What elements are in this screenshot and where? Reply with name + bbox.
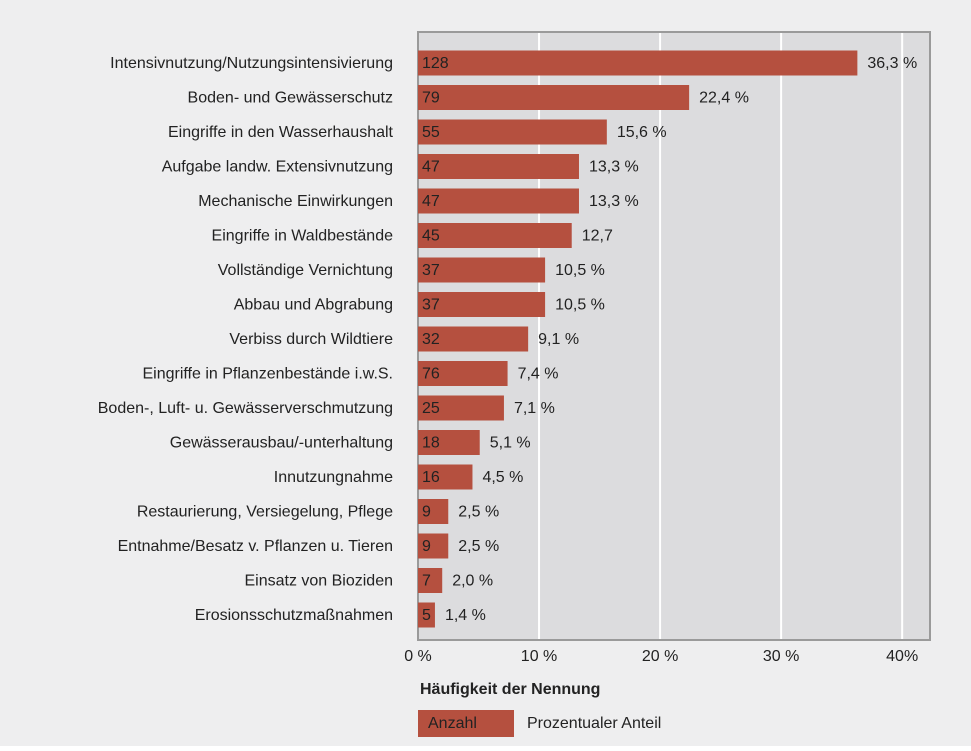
value-label: 10,5 % <box>555 297 605 314</box>
y-tick-label: Innutzungnahme <box>274 469 393 486</box>
bar-count: 47 <box>422 193 440 210</box>
x-tick-label: 20 % <box>642 648 678 665</box>
value-label: 12,7 <box>582 228 613 245</box>
y-tick-label: Eingriffe in Waldbestände <box>212 228 394 245</box>
y-tick-label: Boden-, Luft- u. Gewässerverschmutzung <box>98 400 393 417</box>
x-tick-label: 30 % <box>763 648 799 665</box>
y-tick-label: Aufgabe landw. Extensivnutzung <box>162 159 393 176</box>
y-tick-label: Verbiss durch Wildtiere <box>229 331 393 348</box>
bar-count: 9 <box>422 504 431 521</box>
x-tick-label: 10 % <box>521 648 557 665</box>
bar-count: 7 <box>422 573 431 590</box>
y-tick-label: Restaurierung, Versiegelung, Pflege <box>137 504 393 521</box>
bar <box>418 568 443 593</box>
value-label: 5,1 % <box>490 435 531 452</box>
bar-count: 55 <box>422 124 440 141</box>
bar <box>418 361 508 386</box>
bar <box>418 257 546 283</box>
x-tick-label: 40% <box>886 648 918 665</box>
value-label: 7,1 % <box>514 400 555 417</box>
bar-count: 37 <box>422 262 440 279</box>
x-tick-label: 0 % <box>404 648 432 665</box>
bar-count: 37 <box>422 297 440 314</box>
value-label: 2,0 % <box>452 573 493 590</box>
bar <box>418 499 449 524</box>
bar <box>418 154 579 179</box>
legend-swatch <box>418 710 514 737</box>
value-label: 4,5 % <box>482 469 523 486</box>
y-tick-label: Vollständige Vernichtung <box>218 262 393 279</box>
value-label: 1,4 % <box>445 607 486 624</box>
bar <box>418 326 529 352</box>
bar-count: 5 <box>422 607 431 624</box>
bar-count: 45 <box>422 228 440 245</box>
value-label: 15,6 % <box>617 124 667 141</box>
bar <box>418 533 449 559</box>
bar-count: 128 <box>422 55 449 72</box>
value-label: 22,4 % <box>699 90 749 107</box>
bar-count: 32 <box>422 331 440 348</box>
y-tick-label: Boden- und Gewässerschutz <box>188 90 393 107</box>
bar-count: 25 <box>422 400 440 417</box>
y-tick-label: Entnahme/Besatz v. Pflanzen u. Tieren <box>118 538 393 555</box>
bar <box>418 430 480 455</box>
bar <box>418 223 572 248</box>
bar-count: 79 <box>422 90 440 107</box>
y-tick-label: Erosionsschutzmaßnahmen <box>195 607 393 624</box>
value-label: 36,3 % <box>867 55 917 72</box>
y-tick-label: Gewässerausbau/-unterhaltung <box>170 435 393 452</box>
value-label: 9,1 % <box>538 331 579 348</box>
bar <box>418 85 690 110</box>
bar <box>418 188 579 214</box>
legend-entry: Prozentualer Anteil <box>527 715 661 732</box>
y-tick-label: Eingriffe in Pflanzenbestände i.w.S. <box>142 366 393 383</box>
bar-count: 47 <box>422 159 440 176</box>
value-label: 7,4 % <box>518 366 559 383</box>
y-tick-label: Einsatz von Bioziden <box>244 573 393 590</box>
bar <box>418 602 435 628</box>
value-label: 13,3 % <box>589 159 639 176</box>
axis-title: Häufigkeit der Nennung <box>420 681 600 698</box>
bar-count: 76 <box>422 366 440 383</box>
value-label: 2,5 % <box>458 504 499 521</box>
value-label: 10,5 % <box>555 262 605 279</box>
bar <box>418 119 607 145</box>
y-tick-label: Eingriffe in den Wasserhaushalt <box>168 124 394 141</box>
bar-count: 16 <box>422 469 440 486</box>
bar-count: 9 <box>422 538 431 555</box>
legend-entry: Anzahl <box>428 715 477 732</box>
value-label: 13,3 % <box>589 193 639 210</box>
y-tick-label: Abbau und Abgrabung <box>234 297 393 314</box>
value-label: 2,5 % <box>458 538 499 555</box>
y-tick-label: Mechanische Einwirkungen <box>198 193 393 210</box>
y-tick-label: Intensivnutzung/Nutzungsintensivierung <box>110 55 393 72</box>
bar <box>418 464 473 490</box>
bar <box>418 50 858 76</box>
bar <box>418 395 504 421</box>
bar <box>418 292 546 317</box>
bar-count: 18 <box>422 435 440 452</box>
